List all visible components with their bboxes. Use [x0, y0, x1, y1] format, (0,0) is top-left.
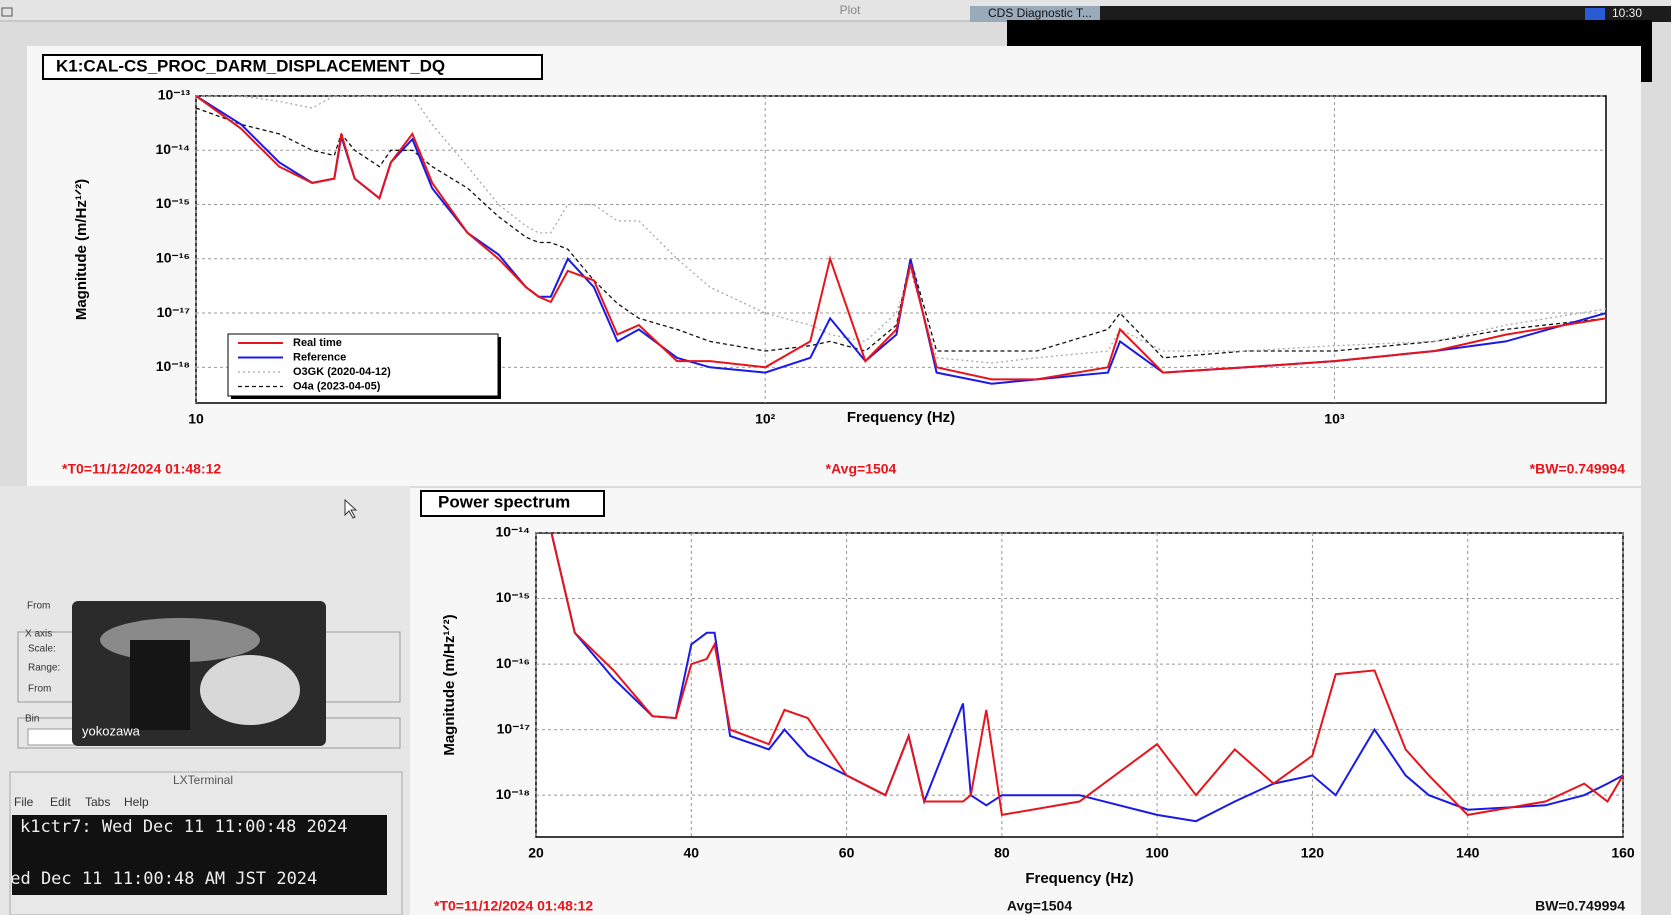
window-icon[interactable]: [1, 7, 13, 17]
window-title: Plot: [840, 3, 861, 17]
y-tick-label: 10⁻¹³: [158, 87, 191, 103]
x-tick-label: 140: [1456, 845, 1480, 861]
y-tick-label: 10⁻¹⁶: [496, 655, 530, 671]
y-tick-label: 10⁻¹⁷: [497, 720, 531, 736]
y-tick-label: 10⁻¹⁵: [156, 195, 190, 211]
input[interactable]: [27, 728, 79, 746]
x-tick-label: 160: [1611, 845, 1635, 861]
x-tick-label: 10: [188, 411, 204, 427]
task-button[interactable]: [970, 6, 1100, 22]
field-label: Scale:: [28, 644, 56, 655]
x-tick-label: 60: [839, 845, 855, 861]
x-tick-label: 10³: [1324, 411, 1345, 427]
clock: 10:30: [1612, 6, 1642, 20]
field-label: From: [27, 601, 50, 612]
y-tick-label: 10⁻¹⁶: [156, 249, 190, 265]
y-tick-label: 10⁻¹⁷: [157, 304, 191, 320]
terminal-line: k1ctr7: Wed Dec 11 11:00:48 2024: [20, 817, 348, 837]
field-label: From: [28, 684, 51, 695]
data-line: [196, 96, 1606, 381]
x-tick-label: 10²: [755, 411, 776, 427]
annotation: *Avg=1504: [826, 461, 897, 477]
tray-icon[interactable]: [1585, 8, 1605, 20]
data-line: [536, 533, 1623, 823]
annotation: *T0=11/12/2024 01:48:12: [62, 461, 221, 477]
legend-label: Real time: [293, 337, 342, 349]
group-label: X axis: [25, 629, 52, 640]
chart-title: Power spectrum: [438, 492, 570, 511]
legend-label: O3GK (2020-04-12): [293, 366, 391, 378]
separator: [0, 20, 1671, 22]
mouse-cursor: [344, 498, 358, 519]
data-line: [196, 107, 1606, 359]
terminal-background: [12, 815, 387, 895]
chart-title: K1:CAL-CS_PROC_DARM_DISPLACEMENT_DQ: [56, 56, 445, 75]
menu-item[interactable]: Help: [124, 795, 149, 809]
menu-item[interactable]: Edit: [50, 795, 71, 809]
group-label: Bin: [25, 714, 39, 725]
annotation: *BW=0.749994: [1530, 461, 1626, 477]
taskbar: [1100, 6, 1671, 22]
terminal-body: k1ctr7: Wed Dec 11 11:00:48 2024 Wed Dec…: [0, 815, 387, 895]
legend: [227, 333, 499, 397]
menu-item[interactable]: File: [14, 795, 34, 809]
title-box: [420, 490, 605, 517]
participant-name: yokozawa: [82, 723, 141, 738]
plot-area: [535, 532, 1624, 838]
x-tick-label: 120: [1301, 845, 1325, 861]
legend-label: Reference: [293, 351, 346, 363]
x-axis-label: Frequency (Hz): [1025, 870, 1133, 887]
menu-item[interactable]: Tabs: [85, 795, 110, 809]
data-line: [536, 533, 1623, 817]
x-tick-label: 40: [683, 845, 699, 861]
annotation: Avg=1504: [1007, 898, 1072, 914]
field-label: Range:: [28, 663, 60, 674]
y-tick-label: 10⁻¹⁸: [156, 358, 190, 374]
x-tick-label: 20: [528, 845, 544, 861]
annotation: *T0=11/12/2024 01:48:12: [434, 898, 593, 914]
y-tick-label: 10⁻¹⁴: [155, 141, 190, 157]
y-tick-label: 10⁻¹⁸: [496, 786, 530, 802]
video-content: [130, 640, 190, 730]
terminal-title: LXTerminal: [173, 773, 233, 787]
y-axis-label: Magnitude (m/Hz¹ᐟ²): [441, 614, 458, 755]
y-axis-label: Magnitude (m/Hz¹ᐟ²): [73, 179, 90, 320]
task-label: CDS Diagnostic T...: [988, 6, 1092, 20]
x-axis-label: Frequency (Hz): [847, 409, 955, 426]
y-tick-label: 10⁻¹⁴: [495, 524, 530, 540]
title-box: [42, 54, 543, 80]
annotation: BW=0.749994: [1535, 898, 1625, 914]
x-tick-label: 100: [1145, 845, 1169, 861]
legend-label: O4a (2023-04-05): [293, 380, 381, 392]
terminal-line: Wed Dec 11 11:00:48 AM JST 2024: [0, 869, 317, 889]
x-tick-label: 80: [994, 845, 1010, 861]
video-content: [200, 655, 300, 725]
y-tick-label: 10⁻¹⁵: [496, 589, 530, 605]
